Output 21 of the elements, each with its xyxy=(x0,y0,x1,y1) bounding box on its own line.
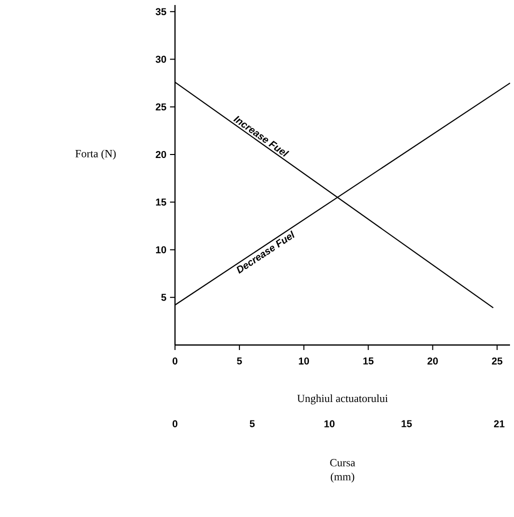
x2-tick-label: 10 xyxy=(324,420,335,428)
x2-tick-label: 5 xyxy=(250,420,255,428)
x-tick-label: 0 xyxy=(172,357,178,365)
x-tick-label: 25 xyxy=(492,357,502,365)
y-tick-label: 10 xyxy=(156,246,166,254)
x2-axis-title: Cursa (mm) xyxy=(330,459,356,483)
y-tick-label: 5 xyxy=(161,294,166,301)
x-tick-label: 15 xyxy=(363,357,374,364)
x2-tick-label: 21 xyxy=(494,420,504,428)
x-tick-label: 20 xyxy=(428,357,438,365)
y-tick-label: 25 xyxy=(156,103,166,110)
x-axis-title: Unghiul actuatorului xyxy=(297,394,388,404)
x-tick-label: 5 xyxy=(236,357,242,364)
y-tick-label: 15 xyxy=(156,198,166,206)
y-tick-label: 20 xyxy=(156,151,166,158)
y-axis-title: Forta (N) xyxy=(75,150,116,160)
y-tick-label: 30 xyxy=(156,56,166,63)
x2-tick-label: 0 xyxy=(172,420,178,428)
y-tick-label: 35 xyxy=(156,8,166,16)
x2-tick-label: 15 xyxy=(402,420,412,428)
x-tick-label: 10 xyxy=(298,357,309,365)
